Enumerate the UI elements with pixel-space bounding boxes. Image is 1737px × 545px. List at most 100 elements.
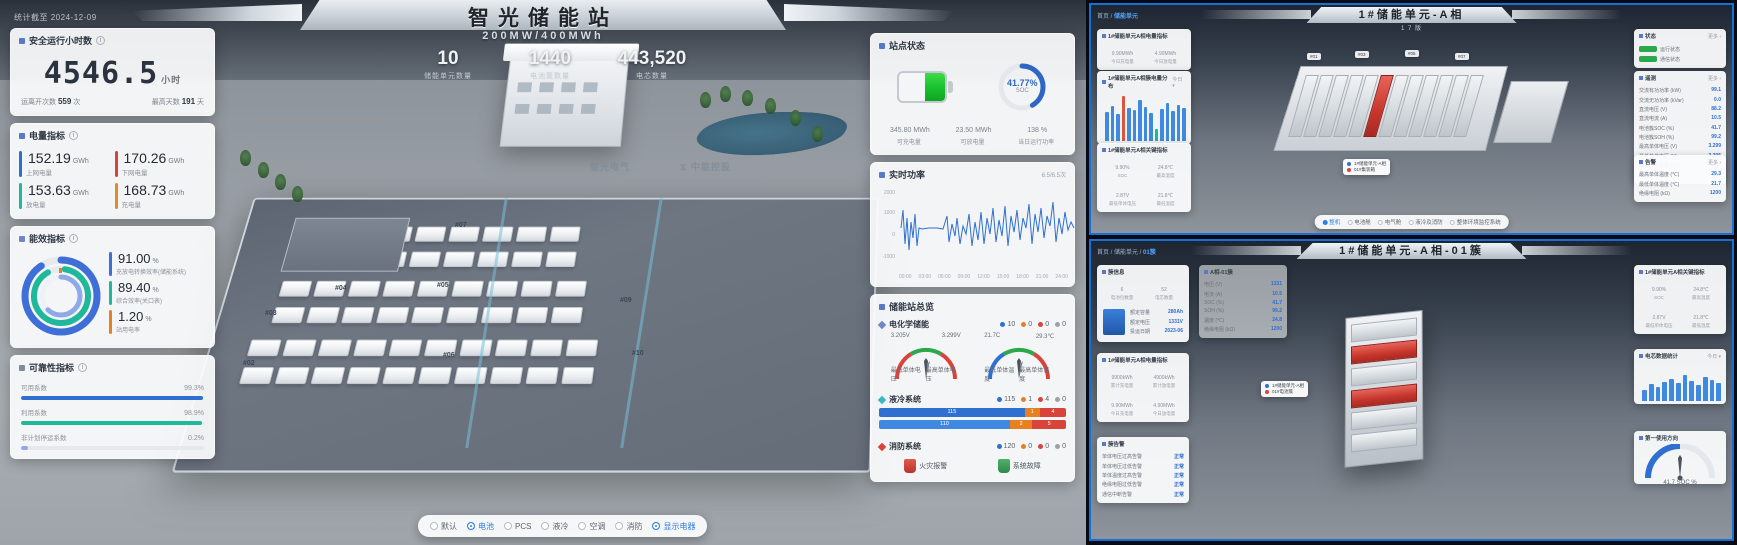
telemetry-row: 电池簇SOH (%) 99.2 <box>1639 133 1721 142</box>
metric-unit: V <box>1662 315 1666 321</box>
foot-left-value: 559 <box>57 97 72 106</box>
info-icon[interactable]: i <box>69 131 79 140</box>
status-chip: 0 <box>1038 443 1049 450</box>
card-header: 储能站总览 <box>871 295 1074 316</box>
card-unit-state: 状态 更多 › 运行状态 通信状态 <box>1634 29 1726 68</box>
num-value: 23.50 <box>955 127 974 134</box>
row-value: 1200 <box>1709 189 1721 196</box>
bullet-icon <box>879 42 885 49</box>
toolbar-item-hvac[interactable]: 空调 <box>578 521 605 532</box>
num-label: 可充电量 <box>896 140 921 146</box>
cell-bar-chart <box>1634 362 1726 404</box>
item-label: 电池 <box>478 521 494 531</box>
spec-row: 投运日期 2023-06 <box>1130 327 1183 336</box>
param-row: 温度 (℃) 24.8 <box>1204 316 1282 325</box>
fire-extinguisher-icon <box>904 459 917 473</box>
unit-toolbar-item-whole[interactable]: 整机 <box>1322 218 1340 226</box>
num-unit: MWh <box>913 127 930 134</box>
kpi-color-bar <box>19 183 22 209</box>
item-label: 整体环境监控系统 <box>1456 220 1501 226</box>
x-tick: 00:00 <box>899 274 912 280</box>
row-value: 正常 <box>1173 482 1184 489</box>
pin-label: 1#储能单元-A相 <box>1272 383 1305 388</box>
segment: 110 <box>879 420 1010 429</box>
alarm-row: 最高单体温度 (℃) 29.3 <box>1639 170 1721 179</box>
breadcrumb[interactable]: 首页 / 储能单元 / 01簇 <box>1097 250 1156 256</box>
num-unit: MWh <box>975 127 992 134</box>
metric-label: 最低温度 <box>1156 201 1175 206</box>
status-number: 138% 当日运行功率 <box>1004 121 1068 146</box>
toolbar-item-pcs[interactable]: PCS <box>504 522 531 531</box>
efficiency-item: 89.40% 综合效率(关口表) <box>109 281 206 305</box>
row-value: 0.0 <box>1714 96 1721 103</box>
kpi-value: 152.19 <box>28 150 71 166</box>
row-value: 99.2 <box>1711 134 1721 141</box>
bullet-icon <box>879 171 885 178</box>
row-value: 280Ah <box>1167 309 1183 316</box>
rel-progress <box>21 396 203 400</box>
card-safe-hours: 安全运行小时数 i 4546.5 小时 运离开次数 559 次 最高天数 191 … <box>10 28 215 116</box>
efficiency-item: 1.20% 站用电率 <box>109 310 206 334</box>
button-label: 火灾报警 <box>919 463 948 470</box>
kpi-value: 168.73 <box>123 182 167 198</box>
layer-toolbar[interactable]: 默认 电池 PCS 液冷 空调 消防 显示电器 <box>418 515 708 537</box>
info-icon[interactable]: i <box>69 234 79 243</box>
metric-label: 累计放电量 <box>1152 383 1176 388</box>
state-row: 通信状态 <box>1639 54 1721 64</box>
unit-toolbar-item-cooling-fire[interactable]: 液冷及消防 <box>1408 218 1443 226</box>
telemetry-row: 电池簇SOC (%) 41.7 <box>1639 124 1721 133</box>
right-status-column: 站点状态 41.77% SOC <box>870 33 1075 489</box>
metric-label: 最高温度 <box>1692 295 1710 300</box>
toolbar-item-fire[interactable]: 消防 <box>615 521 642 532</box>
info-icon[interactable]: i <box>78 363 88 372</box>
toolbar-item-default[interactable]: 默认 <box>430 521 457 532</box>
metric-value: 21.8 <box>1693 315 1704 321</box>
chart-meta: 6.5/6.5次 <box>1041 173 1066 179</box>
metric-value: 9.90 <box>1115 165 1126 171</box>
breadcrumb-root[interactable]: 首页 <box>1097 14 1110 20</box>
metric-value: 9.90 <box>1111 403 1122 409</box>
unit-toolbar-item-battery-bay[interactable]: 电池舱 <box>1347 218 1371 226</box>
metric-label: 最低单体电压 <box>1109 201 1136 206</box>
breadcrumb[interactable]: 首页 / 储能单元 <box>1097 14 1139 20</box>
alarm-row: 通信中断告警 正常 <box>1102 490 1184 499</box>
period-select[interactable]: 今日 ▾ <box>1172 76 1183 89</box>
cluster-3d-render <box>1331 309 1451 483</box>
breadcrumb-root[interactable]: 首页 / 储能单元 <box>1097 250 1139 256</box>
metric-value: 6 <box>1120 287 1124 293</box>
energy-kpi: 153.63 GWh 放电量 <box>19 183 111 209</box>
toolbar-item-battery[interactable]: 电池 <box>467 521 494 532</box>
status-chip: 0 <box>1038 321 1049 328</box>
card-title: 第一使用方向 <box>1645 436 1679 442</box>
period-select[interactable]: 今日 ▾ <box>1707 353 1721 360</box>
unit-toolbar-item-env-monitor[interactable]: 整体环境监控系统 <box>1449 218 1501 226</box>
more-link[interactable]: 更多 › <box>1707 75 1721 82</box>
card-unit-key-metrics: 1#储能单元A相关键指标 9.90% SOC 24.8℃ 最高温度 2.87V 最低单… <box>1097 143 1191 212</box>
kpi-unit: GWh <box>168 158 185 165</box>
num-label: 可放电量 <box>960 140 985 146</box>
unit-toolbar-item-electrical-bay[interactable]: 电气舱 <box>1377 218 1401 226</box>
kpi-color-bar <box>114 183 118 209</box>
card-header: 电量指标 i <box>11 124 214 145</box>
item-label: 综合效率(关口表) <box>116 299 162 305</box>
system-fault-button[interactable]: 系统故障 <box>997 459 1041 473</box>
alarm-row: 绝缘电阻 (kΩ) 1200 <box>1639 189 1721 198</box>
more-link[interactable]: 更多 › <box>1707 33 1721 40</box>
status-chip: 1 <box>1021 396 1032 403</box>
gauge-row: 3.205V 3.299V 最低单体电压 最高单体电压 <box>879 333 1066 385</box>
card-cluster-key-metrics: 1#储能单元A相关键指标 9.90% SOC 24.8℃ 最高温度 2.87V 最低单… <box>1634 265 1726 334</box>
more-link[interactable]: 更多 › <box>1707 159 1721 166</box>
card-title: 1#储能单元A相关键指标 <box>1108 148 1168 154</box>
param-row: 电压 (V) 1331 <box>1204 280 1282 289</box>
telemetry-row: 交流有功功率 (kW) 99.1 <box>1639 86 1721 95</box>
row-label: 最高单体电压 (V) <box>1639 144 1678 151</box>
unit-a-toolbar[interactable]: 整机 电池舱 电气舱 液冷及消防 整体环境监控系统 <box>1314 215 1509 229</box>
info-icon[interactable]: i <box>96 36 106 45</box>
card-cluster-params: A相-01簇 电压 (V) 1331 电流 (A) 10.5 SOC (%) 41.7… <box>1199 265 1287 339</box>
radio-icon <box>504 522 512 530</box>
toolbar-item-liquid-cooling[interactable]: 液冷 <box>541 521 568 532</box>
diamond-icon <box>877 395 887 404</box>
soc-ring-svg <box>998 63 1046 111</box>
fire-alarm-button[interactable]: 火灾报警 <box>904 459 947 473</box>
toolbar-item-show-electrical[interactable]: 显示电器 <box>652 521 695 532</box>
